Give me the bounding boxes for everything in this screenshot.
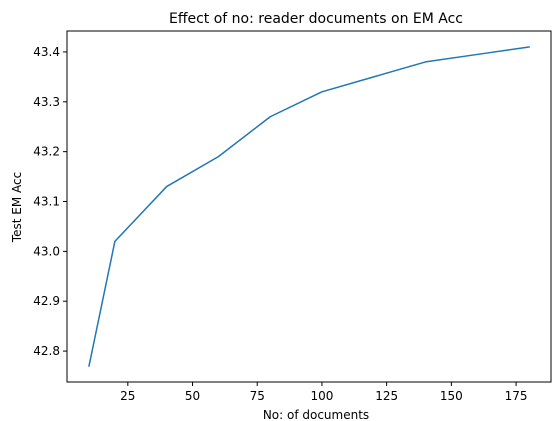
y-tick-label: 42.9 [33, 294, 60, 308]
x-tick-label: 50 [185, 389, 200, 403]
x-tick-label: 125 [375, 389, 398, 403]
x-tick-label: 25 [120, 389, 135, 403]
x-tick-label: 75 [250, 389, 265, 403]
y-tick-label: 43.3 [33, 95, 60, 109]
series-line-0 [89, 47, 529, 366]
chart-title: Effect of no: reader documents on EM Acc [169, 11, 463, 27]
x-tick-label: 100 [310, 389, 333, 403]
x-tick-label: 175 [505, 389, 528, 403]
y-tick-label: 43.1 [33, 195, 60, 209]
plot-area: 25 50 75 100 125 150 175 42.8 42.9 43.0 43.1 43.2 43… [33, 31, 551, 403]
y-tick-label: 43.4 [33, 45, 60, 59]
y-tick-label: 43.2 [33, 145, 60, 159]
y-tick-label: 43.0 [33, 244, 60, 258]
x-axis-label: No: of documents [263, 408, 369, 421]
x-tick-label: 150 [440, 389, 463, 403]
y-axis-label: Test EM Acc [10, 172, 24, 243]
y-tick-label: 42.8 [33, 344, 60, 358]
axes-frame [67, 31, 551, 382]
